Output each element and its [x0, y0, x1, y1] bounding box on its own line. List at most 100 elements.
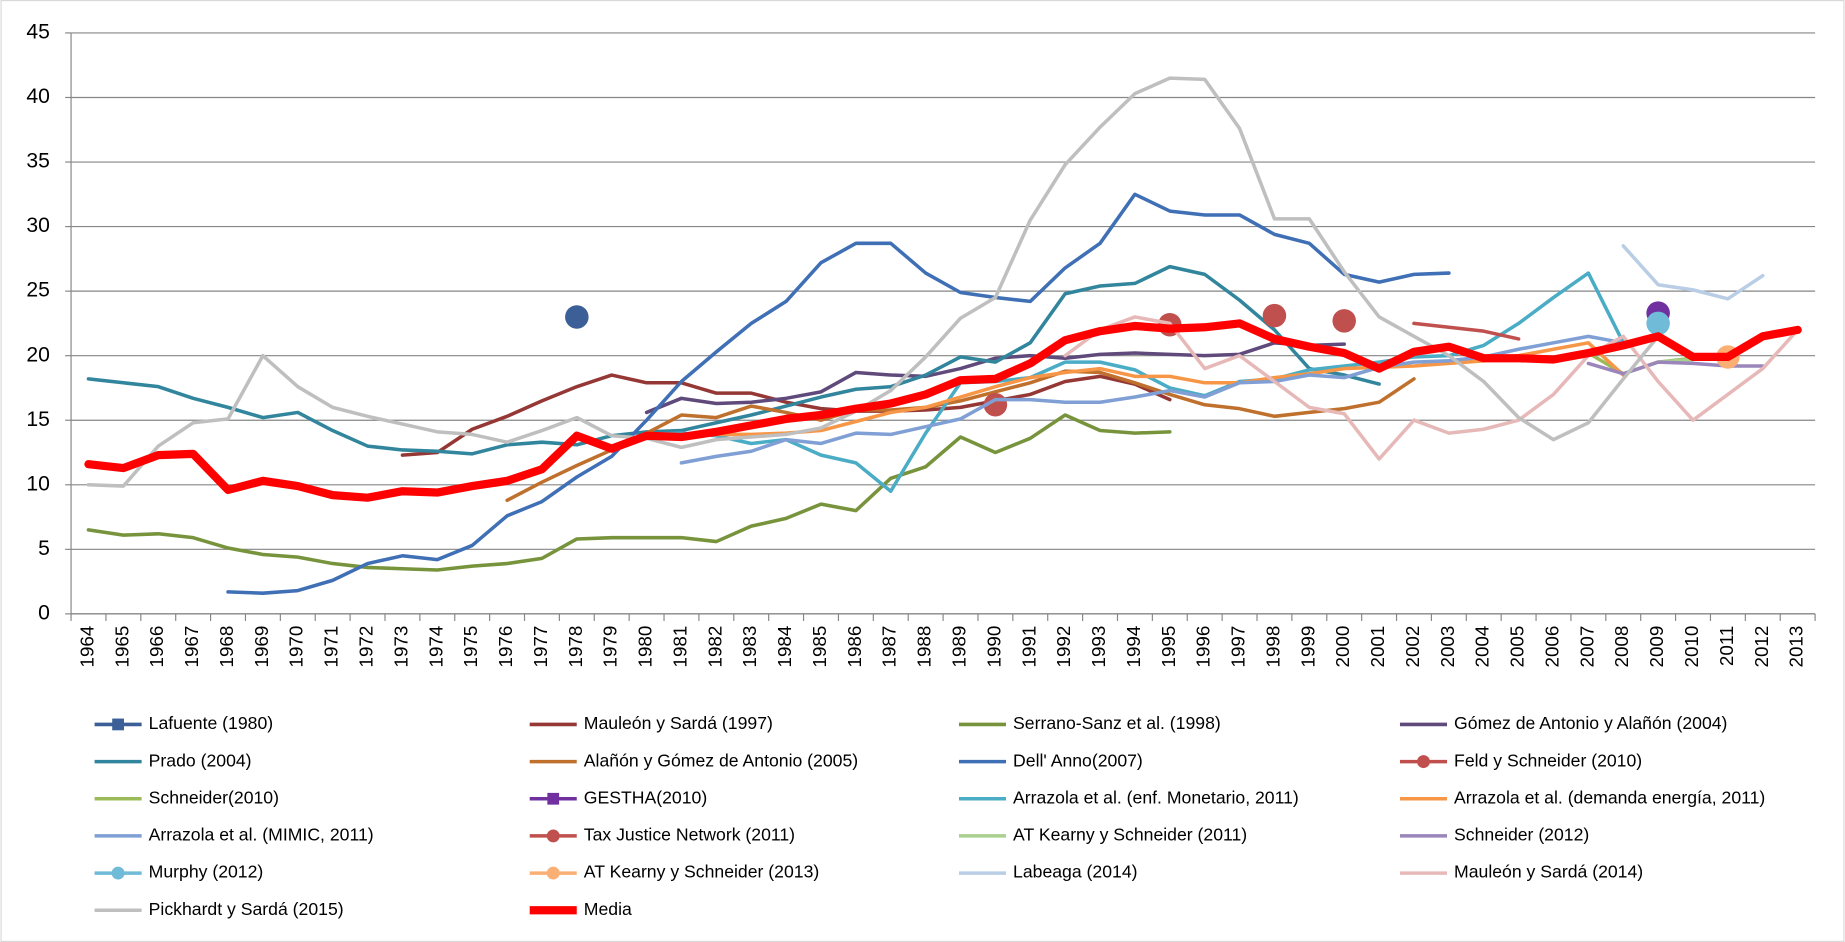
legend-marker — [547, 792, 560, 805]
data-point — [1332, 309, 1356, 333]
x-tick-label: 1991 — [1018, 626, 1039, 668]
x-tick-label: 1987 — [879, 626, 900, 668]
legend-label: Murphy (2012) — [149, 862, 264, 882]
x-tick-label: 1964 — [76, 626, 97, 668]
x-tick-label: 1966 — [146, 626, 167, 668]
y-tick-label: 35 — [26, 150, 50, 173]
legend-label: Media — [584, 899, 632, 919]
data-point — [1646, 311, 1670, 336]
data-point — [565, 305, 589, 329]
x-tick-label: 1986 — [844, 626, 865, 668]
x-tick-label: 1988 — [914, 626, 935, 668]
y-tick-label: 30 — [26, 214, 50, 237]
x-tick-label: 1974 — [425, 626, 446, 668]
x-tick-label: 1970 — [286, 626, 307, 668]
legend-label: GESTHA(2010) — [584, 787, 707, 807]
y-tick-label: 20 — [26, 343, 50, 366]
x-tick-label: 1999 — [1297, 626, 1318, 668]
x-tick-label: 1975 — [460, 626, 481, 668]
x-tick-label: 1998 — [1262, 626, 1283, 668]
series-line — [1621, 244, 1765, 301]
legend-label: AT Kearny y Schneider (2013) — [584, 862, 819, 882]
series-line — [505, 369, 1416, 503]
x-tick-label: 1983 — [739, 626, 760, 668]
x-tick-label: 1979 — [600, 626, 621, 668]
series-line — [86, 413, 1172, 572]
series-line — [679, 334, 1626, 465]
series-line — [86, 264, 1381, 456]
y-tick-label: 40 — [26, 85, 50, 108]
series-line — [84, 319, 1802, 502]
x-tick-label: 2002 — [1402, 626, 1423, 668]
legend-label: Schneider(2010) — [149, 787, 279, 807]
x-tick-label: 2001 — [1367, 626, 1388, 668]
x-tick-label: 1971 — [321, 626, 342, 668]
x-tick-label: 1989 — [948, 626, 969, 668]
legend-label: Gómez de Antonio y Alañón (2004) — [1454, 713, 1727, 733]
y-tick-label: 5 — [38, 537, 50, 560]
x-tick-label: 2006 — [1541, 626, 1562, 668]
legend-label: Prado (2004) — [149, 750, 252, 770]
x-tick-label: 1978 — [565, 626, 586, 668]
x-tick-label: 2009 — [1646, 626, 1667, 668]
series-line — [1063, 315, 1800, 461]
y-tick-label: 25 — [26, 279, 50, 302]
x-tick-label: 1981 — [669, 626, 690, 668]
series-line — [226, 192, 1451, 595]
y-tick-label: 10 — [26, 472, 50, 495]
y-tick-label: 45 — [26, 21, 50, 44]
legend-marker — [546, 866, 560, 880]
x-tick-label: 1993 — [1088, 626, 1109, 668]
x-tick-label: 2008 — [1611, 626, 1632, 668]
x-tick-label: 2005 — [1507, 626, 1528, 668]
x-tick-label: 1995 — [1158, 626, 1179, 668]
legend-label: Lafuente (1980) — [149, 713, 273, 733]
x-tick-label: 1984 — [774, 626, 795, 668]
legend-label: Mauleón y Sardá (2014) — [1454, 862, 1643, 882]
legend-label: Arrazola et al. (MIMIC, 2011) — [149, 825, 374, 845]
x-tick-label: 1980 — [635, 626, 656, 668]
x-tick-label: 1990 — [983, 626, 1004, 668]
series-line — [86, 76, 1660, 488]
x-tick-label: 2010 — [1681, 626, 1702, 668]
series-line — [1412, 321, 1521, 341]
legend-marker — [546, 829, 560, 843]
y-tick-label: 0 — [38, 601, 50, 624]
x-tick-label: 1982 — [704, 626, 725, 668]
x-tick-label: 2012 — [1751, 626, 1772, 668]
x-tick-label: 1996 — [1193, 626, 1214, 668]
legend-label: Serrano-Sanz et al. (1998) — [1013, 713, 1221, 733]
legend-label: Mauleón y Sardá (1997) — [584, 713, 773, 733]
x-tick-label: 2003 — [1437, 626, 1458, 668]
series-line — [400, 373, 1172, 457]
legend-marker — [112, 718, 124, 731]
y-tick-label: 15 — [26, 408, 50, 431]
x-tick-label: 1973 — [390, 626, 411, 668]
legend-label: Feld y Schneider (2010) — [1454, 750, 1642, 770]
x-tick-label: 2004 — [1472, 626, 1493, 668]
x-tick-label: 1968 — [216, 626, 237, 668]
x-tick-label: 1994 — [1123, 626, 1144, 668]
x-tick-label: 2007 — [1576, 626, 1597, 668]
x-tick-label: 1976 — [495, 626, 516, 668]
x-tick-label: 2011 — [1716, 626, 1737, 666]
legend-label: Dell' Anno(2007) — [1013, 750, 1143, 770]
legend-label: Schneider (2012) — [1454, 825, 1589, 845]
x-tick-label: 2000 — [1332, 626, 1353, 668]
legend-label: Alañón y Gómez de Antonio (2005) — [584, 750, 858, 770]
x-tick-label: 1967 — [181, 626, 202, 668]
legend-label: Labeaga (2014) — [1013, 862, 1137, 882]
legend-label: Tax Justice Network (2011) — [584, 825, 795, 845]
x-tick-label: 2013 — [1786, 626, 1807, 668]
data-point — [1262, 303, 1287, 328]
x-tick-label: 1977 — [530, 626, 551, 668]
legend-label: Pickhardt y Sardá (2015) — [149, 899, 344, 919]
x-tick-label: 1985 — [809, 626, 830, 668]
x-tick-label: 1969 — [251, 626, 272, 668]
x-tick-label: 1997 — [1228, 626, 1249, 668]
legend-marker — [1417, 755, 1430, 769]
legend-label: AT Kearny y Schneider (2011) — [1013, 825, 1247, 845]
